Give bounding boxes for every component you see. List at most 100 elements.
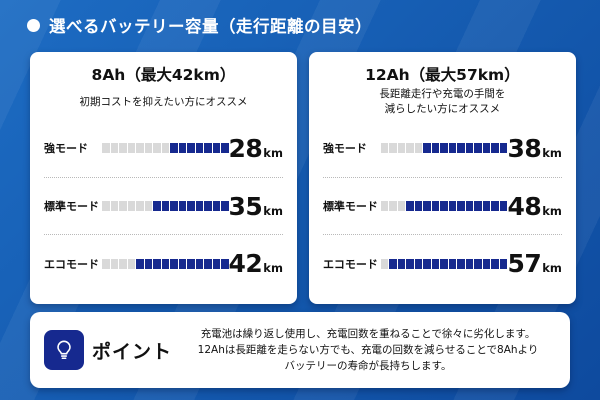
bar-segment (491, 201, 499, 211)
card-subtitle: 長距離走行や充電の手間を 減らしたい方にオススメ (323, 87, 562, 117)
bar-segment (161, 143, 169, 154)
range-number: 57 (507, 249, 542, 279)
bar-segment (440, 258, 448, 269)
bar-segment (389, 201, 397, 211)
range-number: 35 (228, 191, 263, 221)
bar-segment (136, 201, 144, 211)
bar-segment (474, 143, 482, 154)
range-unit: km (263, 203, 283, 218)
mode-row: 強モード 28km (44, 120, 283, 177)
bar-segment (110, 143, 118, 154)
point-box: ポイント 充電池は繰り返し使用し、充電回数を重ねることで徐々に劣化します。 12… (30, 312, 570, 388)
bar-segment (499, 201, 508, 211)
range-bar (102, 201, 229, 211)
mode-row: 強モード 38km (323, 120, 562, 177)
bar-segment (380, 201, 389, 211)
bar-segment (414, 201, 423, 211)
bar-segment (414, 143, 423, 154)
bar-segment (102, 143, 110, 154)
subtitle-line: 長距離走行や充電の手間を (379, 88, 506, 101)
bar-segment (204, 258, 212, 269)
bar-segment (491, 143, 499, 154)
bar-segment (406, 258, 414, 269)
page-title: 選べるバッテリー容量（走行距離の目安） (49, 17, 372, 36)
range-bar (102, 258, 229, 269)
range-unit: km (542, 261, 562, 276)
bar-segment (389, 143, 397, 154)
bar-segment (457, 258, 465, 269)
bar-segment (457, 201, 465, 211)
bar-segment (221, 143, 229, 154)
range-bar (102, 143, 229, 154)
range-number: 42 (228, 249, 263, 279)
bar-segment (144, 258, 152, 269)
range-value: 35km (229, 192, 283, 221)
range-unit: km (263, 145, 283, 160)
bar-segment (499, 143, 508, 154)
bar-segment (414, 258, 423, 269)
bar-segment (474, 201, 482, 211)
range-value: 57km (507, 249, 561, 278)
mode-label: 強モード (322, 142, 367, 156)
bar-segment (178, 258, 186, 269)
bar-segment (440, 201, 448, 211)
bar-segment (448, 201, 457, 211)
bar-segment (397, 201, 406, 211)
range-value: 28km (229, 134, 283, 163)
bar-segment (170, 258, 178, 269)
bar-segment (170, 143, 178, 154)
bar-segment (187, 258, 195, 269)
mode-row: 標準モード 35km (44, 176, 283, 235)
point-text-line: 充電池は繰り返し使用し、充電回数を重ねることで徐々に劣化します。 (200, 327, 536, 340)
bar-segment (187, 143, 195, 154)
point-text: 充電池は繰り返し使用し、充電回数を重ねることで徐々に劣化します。 12Ahは長距… (184, 326, 552, 375)
point-label: ポイント (92, 340, 173, 363)
card-subtitle: 初期コストを抑えたい方にオススメ (44, 87, 283, 117)
bar-segment (144, 201, 152, 211)
bar-segment (161, 201, 169, 211)
bar-segment (127, 201, 135, 211)
bar-segment (397, 258, 406, 269)
card-12ah: 12Ah（最大57km） 長距離走行や充電の手間を 減らしたい方にオススメ 強モ… (308, 52, 576, 304)
mode-rows: 強モード 38km 標準モード 48km エコモード 57km (322, 120, 562, 292)
subtitle-line: 初期コストを抑えたい方にオススメ (79, 95, 248, 108)
card-title: 8Ah（最大42km） (91, 66, 236, 84)
bar-segment (136, 143, 144, 154)
bar-segment (221, 201, 229, 211)
bar-segment (474, 258, 482, 269)
mode-label: 標準モード (44, 200, 99, 213)
bar-segment (195, 201, 203, 211)
bar-segment (102, 201, 110, 211)
bar-segment (465, 201, 474, 211)
bar-segment (397, 143, 406, 154)
bar-segment (178, 201, 186, 211)
bar-segment (110, 258, 118, 269)
bar-segment (221, 258, 229, 269)
range-unit: km (542, 203, 562, 218)
mode-label: 標準モード (322, 200, 378, 213)
bar-segment (212, 258, 220, 269)
subtitle-line: 減らしたい方にオススメ (384, 103, 501, 115)
bar-segment (127, 258, 135, 269)
bar-segment (465, 143, 474, 154)
bar-segment (119, 258, 127, 269)
bar-segment (195, 143, 203, 154)
bar-segment (431, 201, 440, 211)
range-value: 38km (507, 134, 561, 163)
bar-segment (195, 258, 203, 269)
bar-segment (204, 201, 212, 211)
bar-segment (102, 258, 110, 269)
card-title: 12Ah（最大57km） (365, 66, 520, 84)
bar-segment (440, 143, 448, 154)
mode-row: エコモード 57km (322, 234, 562, 292)
range-bar (380, 258, 508, 269)
range-bar (380, 143, 508, 154)
bar-segment (457, 143, 465, 154)
bar-segment (212, 143, 220, 154)
bar-segment (423, 143, 431, 154)
bar-segment (110, 201, 118, 211)
bar-segment (187, 201, 195, 211)
bar-segment (153, 143, 161, 154)
bar-segment (389, 258, 397, 269)
point-text-line: 12Ahは長距離を走らない方でも、充電の回数を減らせることで8Ahより (197, 343, 539, 356)
